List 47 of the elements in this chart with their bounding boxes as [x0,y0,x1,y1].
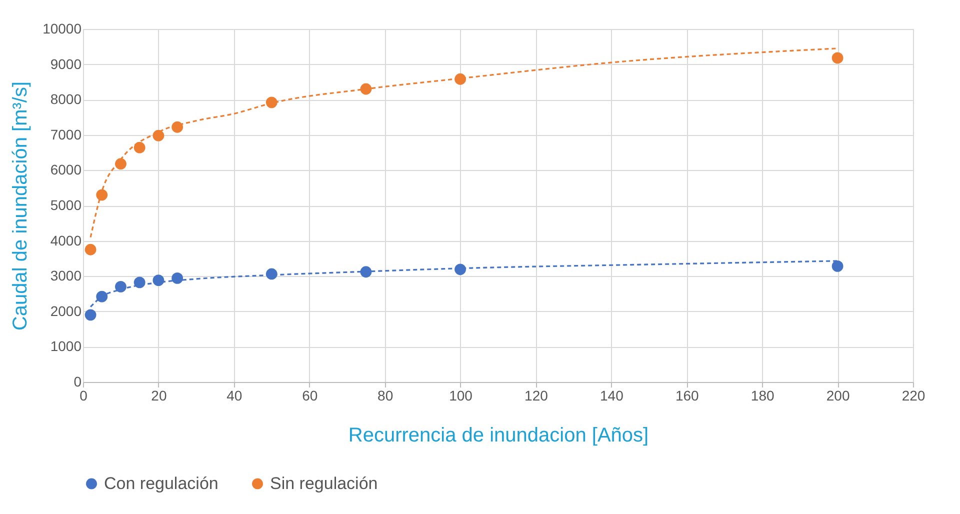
point [84,309,96,321]
x-tick-label: 140 [600,388,624,404]
y-tick-label: 2000 [50,302,82,319]
point [454,73,466,85]
x-axis-title: Recurrencia de inundacion [Años] [348,424,649,446]
x-tick-label: 180 [750,388,774,404]
x-tick-label: 40 [226,388,242,404]
y-tick-label: 9000 [50,56,82,72]
point [152,274,164,286]
point [360,266,372,278]
x-tick-label: 120 [524,388,548,404]
y-tick-label: 3000 [50,268,82,284]
point [360,83,372,95]
x-tick-label: 220 [902,388,926,404]
point [266,268,278,280]
y-tick-label: 8000 [50,91,82,108]
point [115,158,126,170]
point [832,52,844,64]
point [134,142,146,154]
point [266,96,278,108]
point [832,260,844,272]
y-tick-label: 10000 [42,20,82,36]
x-tick-label: 160 [675,388,700,404]
point [96,189,108,201]
point [84,244,96,256]
x-tick-label: 60 [302,388,318,404]
y-axis-title: Caudal de inundación [m³/s] [10,81,32,331]
legend-label: Sin regulación [270,474,378,493]
point [172,121,184,133]
y-tick-label: 0 [74,374,82,390]
y-tick-label: 5000 [50,197,82,213]
point [134,276,146,288]
line-series [90,48,838,238]
legend-label: Con regulación [104,474,218,493]
y-tick-label: 1000 [50,338,82,354]
point [152,130,164,142]
point [172,272,184,284]
point [454,264,466,276]
point [115,281,126,292]
point [96,290,108,302]
x-tick-label: 200 [826,388,850,404]
x-tick-label: 100 [449,388,473,404]
y-tick-label: 7000 [50,126,82,142]
y-tick-label: 6000 [50,162,82,178]
x-tick-label: 80 [378,388,394,404]
x-tick-label: 20 [151,388,167,404]
y-tick-label: 4000 [50,232,82,248]
